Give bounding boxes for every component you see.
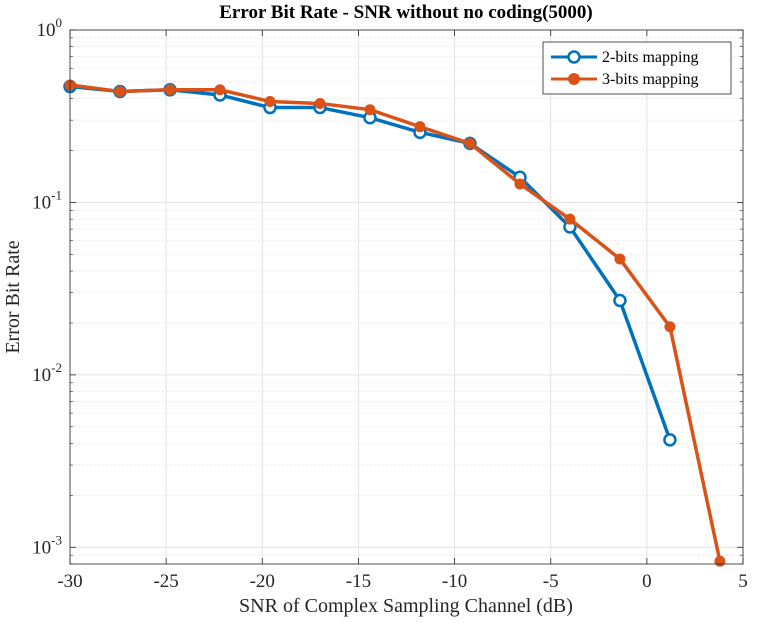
data-point xyxy=(714,555,726,567)
x-tick-label: -25 xyxy=(153,571,178,592)
data-point xyxy=(614,253,626,265)
x-tick-label: 0 xyxy=(642,571,652,592)
series-2 xyxy=(64,79,726,567)
axes-background xyxy=(70,30,743,564)
data-point xyxy=(664,321,676,333)
y-tick-label: 10-1 xyxy=(32,187,62,213)
y-tick-label: 10-3 xyxy=(32,532,62,558)
data-point xyxy=(464,137,476,149)
series-layer xyxy=(63,79,726,567)
chart-title: Error Bit Rate - SNR without no coding(5… xyxy=(219,2,593,23)
series-line xyxy=(69,83,722,562)
data-point xyxy=(514,178,526,190)
axes-box xyxy=(69,29,744,565)
ticks xyxy=(69,29,744,565)
x-axis-label: SNR of Complex Sampling Channel (dB) xyxy=(239,595,573,617)
data-point xyxy=(114,85,126,97)
grid xyxy=(69,29,744,565)
legend-entry-2bits: 2-bits mapping xyxy=(602,49,698,66)
data-point xyxy=(613,293,627,308)
legend-marker-3bits xyxy=(568,73,580,85)
x-tick-label: -15 xyxy=(346,571,371,592)
x-tick-label: -5 xyxy=(543,571,559,592)
data-point xyxy=(364,104,376,116)
x-tick-label: 5 xyxy=(738,571,748,592)
y-tick-labels: 10-3 10-2 10-1 100 xyxy=(32,15,62,558)
x-tick-labels: -30 -25 -20 -15 -10 -5 0 5 xyxy=(57,571,747,592)
x-tick-label: -30 xyxy=(57,571,82,592)
plot-area xyxy=(63,29,744,567)
legend-entry-3bits: 3-bits mapping xyxy=(602,71,698,88)
y-tick-label: 100 xyxy=(37,15,63,41)
y-axis-label: Error Bit Rate xyxy=(2,240,24,353)
legend: 2-bits mapping 3-bits mapping xyxy=(542,41,732,95)
legend-marker-2bits xyxy=(567,50,581,64)
x-tick-label: -10 xyxy=(442,571,467,592)
data-point xyxy=(663,433,677,447)
data-point xyxy=(214,84,226,96)
data-point xyxy=(414,121,426,133)
data-point xyxy=(164,84,176,96)
data-point xyxy=(264,95,276,107)
data-point xyxy=(564,213,576,225)
y-tick-label: 10-2 xyxy=(32,360,62,386)
x-tick-label: -20 xyxy=(250,571,275,592)
data-point xyxy=(314,97,326,109)
